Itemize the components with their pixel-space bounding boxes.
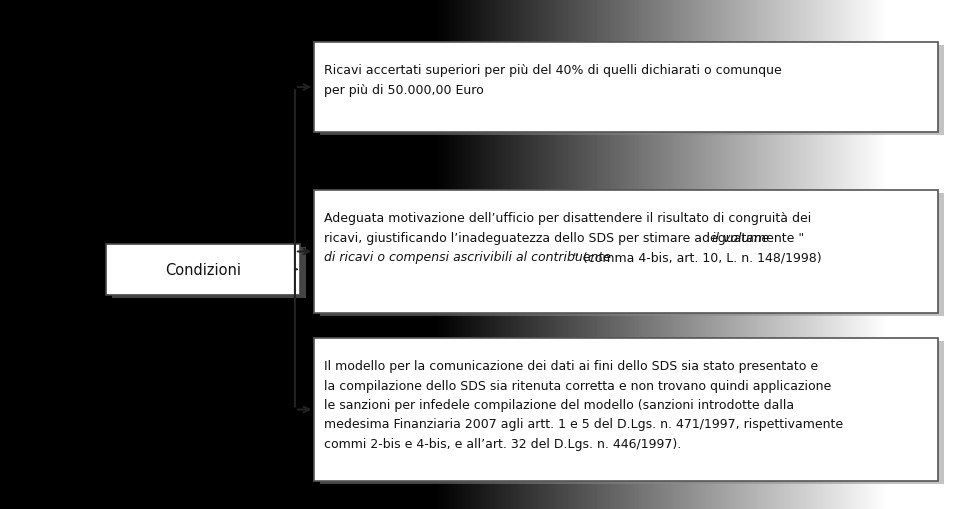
- Text: il volume: il volume: [713, 231, 770, 244]
- Text: di ricavi o compensi ascrivibili al contribuente: di ricavi o compensi ascrivibili al cont…: [324, 250, 611, 264]
- Bar: [314, 43, 938, 132]
- Text: " (comma 4-bis, art. 10, L. n. 148/1998): " (comma 4-bis, art. 10, L. n. 148/1998): [572, 250, 821, 264]
- Text: per più di 50.000,00 Euro: per più di 50.000,00 Euro: [324, 83, 484, 97]
- Text: medesima Finanziaria 2007 agli artt. 1 e 5 del D.Lgs. n. 471/1997, rispettivamen: medesima Finanziaria 2007 agli artt. 1 e…: [324, 417, 843, 431]
- Bar: [314, 338, 938, 481]
- Text: Adeguata motivazione dell’ufficio per disattendere il risultato di congruità dei: Adeguata motivazione dell’ufficio per di…: [324, 212, 811, 225]
- Text: Condizioni: Condizioni: [165, 262, 241, 277]
- Bar: [106, 244, 300, 295]
- Text: la compilazione dello SDS sia ritenuta corretta e non trovano quindi applicazion: la compilazione dello SDS sia ritenuta c…: [324, 379, 832, 392]
- Bar: [320, 194, 944, 316]
- Text: ricavi, giustificando l’inadeguatezza dello SDS per stimare adeguatamente ": ricavi, giustificando l’inadeguatezza de…: [324, 231, 805, 244]
- Bar: [320, 342, 944, 484]
- Bar: [112, 247, 306, 298]
- Bar: [314, 191, 938, 313]
- Text: le sanzioni per infedele compilazione del modello (sanzioni introdotte dalla: le sanzioni per infedele compilazione de…: [324, 398, 794, 411]
- Text: commi 2-bis e 4-bis, e all’art. 32 del D.Lgs. n. 446/1997).: commi 2-bis e 4-bis, e all’art. 32 del D…: [324, 437, 681, 450]
- Text: Ricavi accertati superiori per più del 40% di quelli dichiarati o comunque: Ricavi accertati superiori per più del 4…: [324, 64, 781, 77]
- Text: Il modello per la comunicazione dei dati ai fini dello SDS sia stato presentato : Il modello per la comunicazione dei dati…: [324, 359, 818, 373]
- Bar: [320, 46, 944, 135]
